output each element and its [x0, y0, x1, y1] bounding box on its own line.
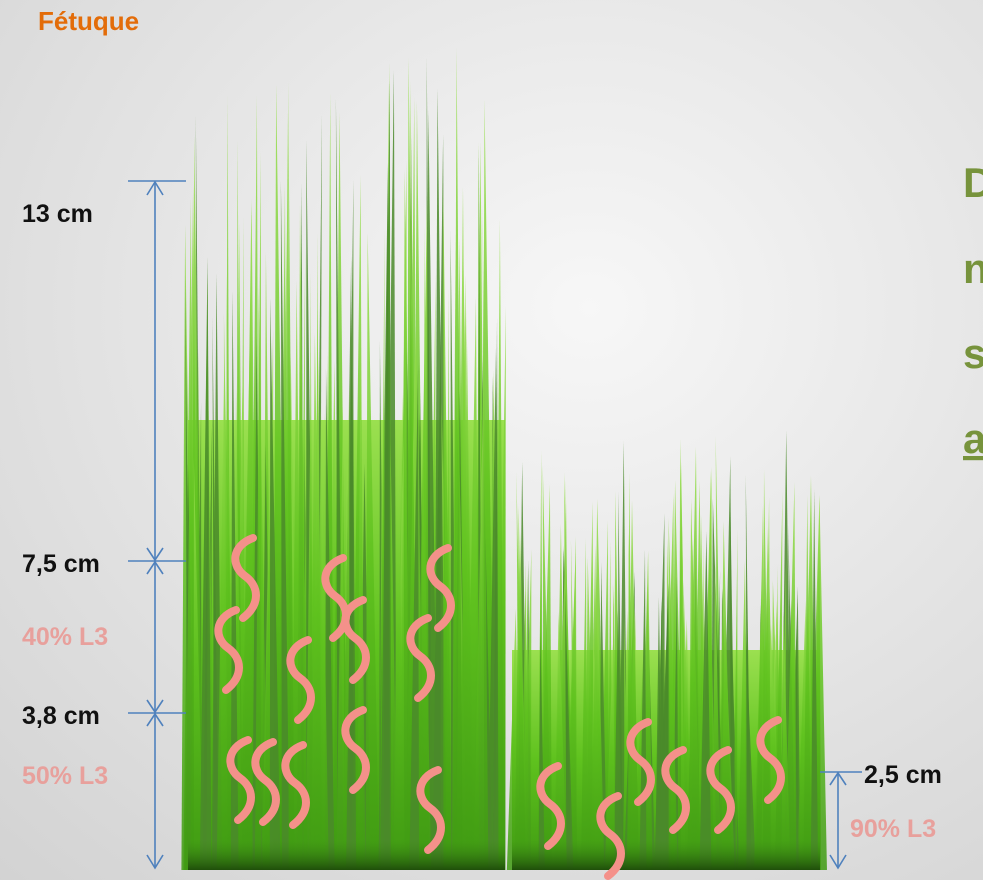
worms: [214, 534, 785, 880]
worm: [706, 746, 735, 834]
blade: [522, 548, 532, 870]
worm: [286, 636, 315, 724]
height-label: 2,5 cm: [864, 761, 942, 789]
blade: [460, 274, 473, 871]
blade: [309, 270, 314, 870]
blade: [482, 203, 489, 870]
blade: [230, 290, 239, 871]
blade: [514, 538, 520, 870]
blade: [803, 494, 812, 870]
blade: [445, 288, 451, 871]
blade: [335, 97, 344, 870]
blade: [357, 344, 366, 870]
worm: [341, 596, 370, 684]
blade: [365, 232, 380, 871]
soil: [188, 840, 505, 870]
height-label: 13 cm: [22, 200, 93, 228]
blade: [613, 610, 624, 870]
blade: [719, 521, 733, 870]
blade: [763, 497, 771, 870]
blade: [393, 426, 405, 870]
blade: [604, 638, 616, 870]
worm: [661, 746, 690, 834]
blade: [626, 499, 640, 870]
grass: [181, 47, 827, 871]
side-text: D: [963, 159, 983, 206]
blade: [492, 316, 499, 870]
worm: [416, 766, 445, 854]
blade: [590, 575, 604, 870]
blade: [453, 47, 463, 871]
blade: [538, 631, 545, 870]
blade: [497, 305, 506, 870]
blade: [336, 406, 345, 870]
height-label: 3,8 cm: [22, 702, 100, 730]
blade: [810, 489, 819, 870]
worm: [756, 716, 785, 804]
blade: [699, 531, 712, 870]
blade: [415, 201, 430, 870]
worm: [596, 792, 625, 880]
blade: [297, 204, 308, 870]
soil: [512, 840, 820, 870]
blade: [280, 180, 290, 870]
worm: [231, 534, 260, 622]
blade: [240, 245, 253, 870]
blade: [746, 578, 752, 870]
worm: [406, 614, 435, 702]
blade: [580, 537, 588, 870]
blade: [737, 560, 750, 870]
share-label: 50% L3: [22, 762, 108, 790]
share-label: 90% L3: [850, 815, 936, 843]
measure-left: [128, 180, 186, 870]
blade: [193, 457, 204, 870]
worm: [626, 718, 655, 806]
blade: [473, 390, 485, 870]
blade: [325, 369, 335, 870]
worm: [251, 738, 280, 826]
blade: [660, 596, 667, 870]
worm: [281, 741, 310, 829]
blade: [269, 297, 281, 870]
measure-right: [820, 771, 862, 870]
share-label: 40% L3: [22, 623, 108, 651]
blade: [380, 78, 391, 871]
side-text: s: [963, 330, 983, 377]
worm: [426, 544, 455, 632]
title: Fétuque: [38, 6, 139, 36]
blade: [730, 500, 737, 870]
worm: [226, 736, 255, 824]
blade: [409, 364, 419, 870]
height-label: 7,5 cm: [22, 550, 100, 578]
worm: [341, 706, 370, 794]
worm: [536, 762, 565, 850]
blade: [784, 482, 797, 870]
blade: [254, 151, 262, 871]
blade: [199, 256, 212, 871]
blade: [212, 316, 219, 871]
side-text: a: [963, 415, 983, 462]
blade: [688, 498, 701, 870]
blade: [310, 362, 323, 870]
blade: [781, 611, 791, 870]
blade: [321, 427, 329, 870]
side-text: n: [963, 245, 983, 292]
worm: [214, 606, 243, 694]
